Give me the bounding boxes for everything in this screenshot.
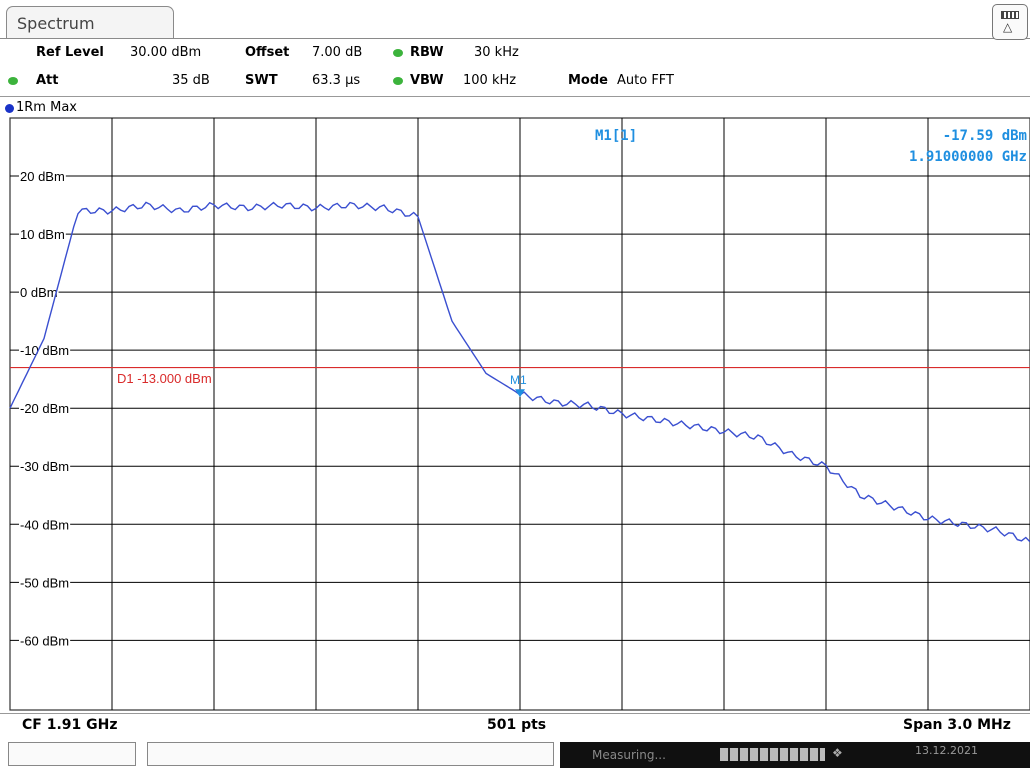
header-separator xyxy=(0,96,1030,97)
measuring-status: Measuring... xyxy=(592,748,666,762)
y-tick-label-bg xyxy=(19,575,71,591)
tab-spectrum[interactable]: Spectrum xyxy=(6,6,174,39)
status-bar: Measuring... ❖ 13.12.2021 xyxy=(560,742,1030,768)
y-tick-label-bg xyxy=(19,517,71,533)
y-tick-label-bg xyxy=(19,169,66,185)
att-coupled-indicator xyxy=(8,77,18,85)
y-tick-label-bg xyxy=(19,343,71,359)
marker-m1-label: M1 xyxy=(510,373,527,387)
status-field-2[interactable] xyxy=(147,742,554,766)
mode-value: Auto FFT xyxy=(617,73,674,88)
progress-bar xyxy=(720,748,825,761)
att-label: Att xyxy=(36,73,59,88)
trace-label: 1Rm Max xyxy=(16,100,77,115)
y-tick-label: 0 dBm xyxy=(20,285,58,300)
rbw-value: 30 kHz xyxy=(474,45,519,60)
y-tick-label: -50 dBm xyxy=(20,575,69,590)
date-label: 13.12.2021 xyxy=(915,744,978,757)
y-tick-label: -60 dBm xyxy=(20,633,69,648)
y-tick-label: -40 dBm xyxy=(20,517,69,532)
bottom-separator xyxy=(0,713,1030,714)
vbw-label: VBW xyxy=(410,73,444,88)
vbw-value: 100 kHz xyxy=(463,73,517,88)
att-value: 35 dB xyxy=(172,73,210,88)
status-field-1[interactable] xyxy=(8,742,136,766)
display-line-label: D1 -13.000 dBm xyxy=(117,371,212,386)
swt-label: SWT xyxy=(245,73,278,88)
y-tick-label: 20 dBm xyxy=(20,169,65,184)
y-tick-label-bg xyxy=(19,401,71,417)
rbw-label: RBW xyxy=(410,45,444,60)
marker-m1-triangle-icon xyxy=(515,389,525,398)
y-tick-label-bg xyxy=(19,285,59,301)
tab-spectrum-label: Spectrum xyxy=(17,14,95,33)
y-tick-labels: 20 dBm 10 dBm 0 dBm -10 dBm -20 dBm -30 dBm -4… xyxy=(19,169,71,649)
rbw-coupled-indicator xyxy=(393,49,403,57)
display-config-button[interactable]: △ xyxy=(992,4,1028,40)
vbw-coupled-indicator xyxy=(393,77,403,85)
y-tick-label-bg xyxy=(19,227,66,243)
trace-indicator xyxy=(5,104,14,113)
y-tick-label: -10 dBm xyxy=(20,343,69,358)
marker-readout-level: -17.59 dBm xyxy=(943,128,1027,144)
ref-level-value: 30.00 dBm xyxy=(130,45,202,60)
center-frequency-label: CF 1.91 GHz xyxy=(22,717,118,733)
ref-level-label: Ref Level xyxy=(36,45,104,60)
y-tick-label: -20 dBm xyxy=(20,401,69,416)
remote-icon: ❖ xyxy=(832,746,843,760)
swt-value: 63.3 µs xyxy=(312,73,361,88)
plot-grid xyxy=(10,118,1030,710)
sweep-points-label: 501 pts xyxy=(487,717,547,733)
y-tick-label: 10 dBm xyxy=(20,227,65,242)
span-label: Span 3.0 MHz xyxy=(903,717,1011,733)
y-tick-label-bg xyxy=(19,459,71,475)
y-tick-label: -30 dBm xyxy=(20,459,69,474)
offset-label: Offset xyxy=(245,45,290,60)
marker-readout-freq: 1.91000000 GHz xyxy=(909,149,1027,165)
mode-label: Mode xyxy=(568,73,608,88)
marker-readout-name: M1[1] xyxy=(595,128,637,144)
triangle-icon: △ xyxy=(1003,20,1013,34)
battery-icon xyxy=(1001,11,1019,19)
tab-divider xyxy=(0,38,1030,39)
marker-m1: M1 xyxy=(510,373,527,398)
offset-value: 7.00 dB xyxy=(312,45,363,60)
y-tick-label-bg xyxy=(19,633,71,649)
